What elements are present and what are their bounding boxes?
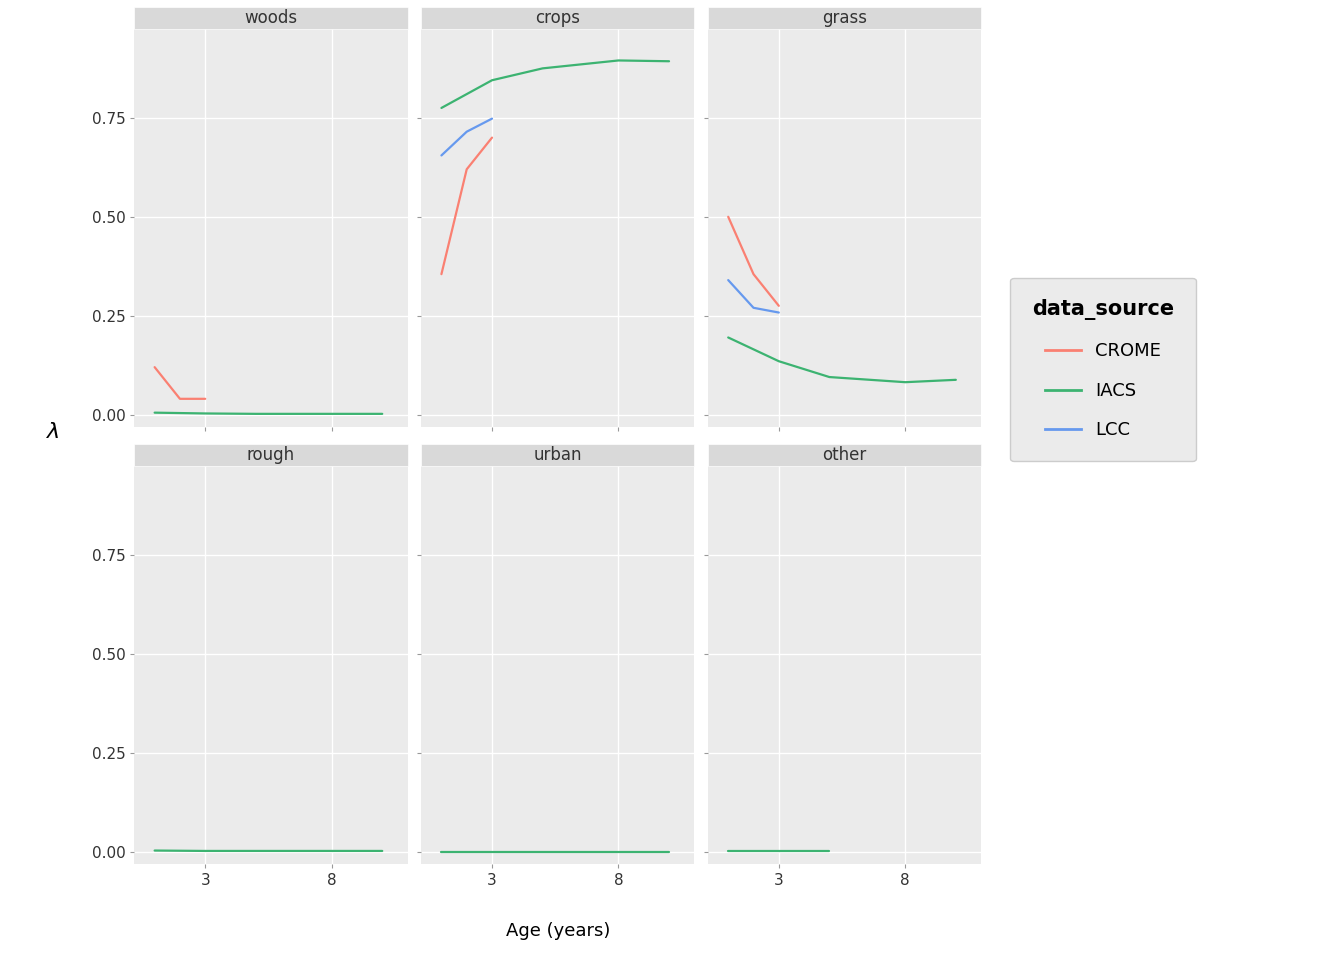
Text: crops: crops — [535, 11, 581, 29]
Text: rough: rough — [247, 446, 296, 464]
FancyBboxPatch shape — [134, 7, 407, 29]
Text: grass: grass — [823, 11, 867, 29]
Text: rough: rough — [247, 448, 296, 467]
Text: woods: woods — [245, 9, 297, 27]
FancyBboxPatch shape — [708, 7, 981, 29]
Text: crops: crops — [535, 9, 581, 27]
Text: other: other — [823, 448, 867, 467]
Text: Age (years): Age (years) — [505, 923, 610, 940]
Text: other: other — [823, 446, 867, 464]
FancyBboxPatch shape — [708, 444, 981, 467]
Text: woods: woods — [245, 11, 297, 29]
Text: grass: grass — [823, 9, 867, 27]
Legend: CROME, IACS, LCC: CROME, IACS, LCC — [1011, 277, 1196, 461]
Text: urban: urban — [534, 448, 582, 467]
FancyBboxPatch shape — [421, 7, 695, 29]
FancyBboxPatch shape — [421, 444, 695, 467]
Text: urban: urban — [534, 446, 582, 464]
Text: λ: λ — [47, 422, 60, 442]
FancyBboxPatch shape — [134, 444, 407, 467]
